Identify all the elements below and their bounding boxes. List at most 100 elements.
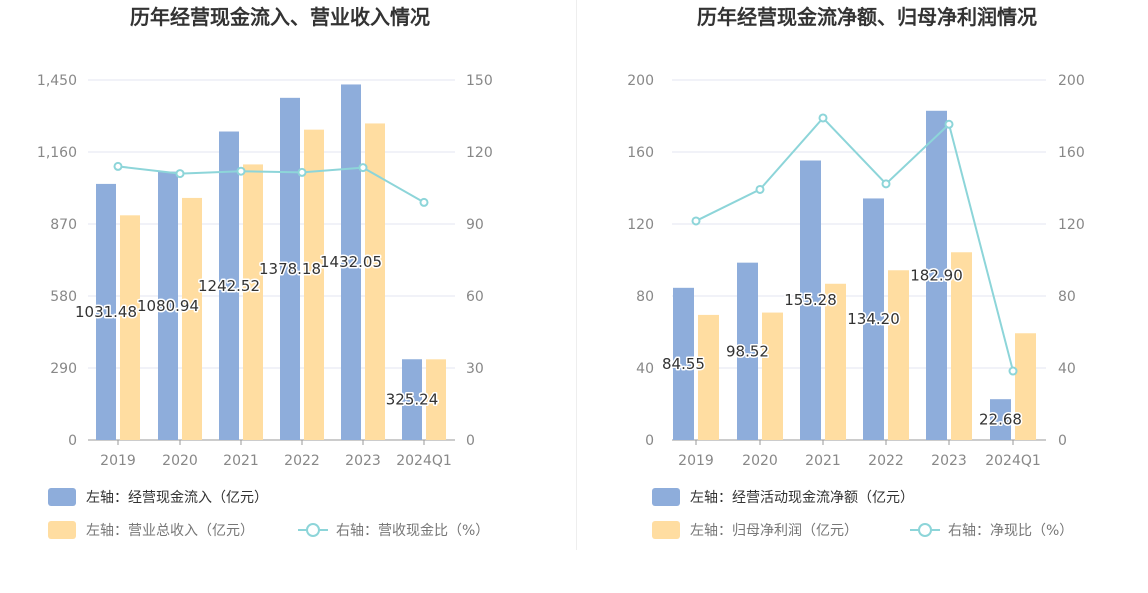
line-point (944, 119, 954, 129)
right-axis-tick-label: 0 (466, 433, 475, 449)
line-point (1008, 366, 1018, 376)
line-point (358, 163, 368, 173)
chart-panel-cash-inflow-revenue: 历年经营现金流入、营业收入情况 0 290 580 870 1,160 1,450 0 30 60… (0, 0, 574, 589)
x-axis-tick-label: 2024Q1 (985, 453, 1041, 469)
x-axis-tick-label: 2020 (162, 453, 198, 469)
panel-divider (576, 0, 577, 550)
legend-swatch-primary (652, 488, 680, 506)
bar-secondary (120, 215, 140, 440)
bar-data-label: 134.20 (847, 310, 900, 328)
left-axis-tick-label: 0 (645, 433, 654, 449)
legend-swatch-primary (48, 488, 76, 506)
bar-primary (219, 131, 239, 441)
left-axis-tick-label: 870 (50, 217, 77, 233)
bar-secondary (365, 123, 385, 440)
right-axis-tick-label: 120 (466, 145, 493, 161)
x-axis-tick-label: 2023 (345, 453, 381, 469)
bar-secondary (951, 252, 972, 440)
chart-cash-inflow-revenue: 历年经营现金流入、营业收入情况 0 290 580 870 1,160 1,450 0 30 60… (37, 5, 493, 539)
left-axis-tick-label: 0 (68, 433, 77, 449)
chart-title: 历年经营现金流入、营业收入情况 (130, 5, 430, 29)
chart-title: 历年经营现金流净额、归母净利润情况 (697, 5, 1037, 29)
x-axis-tick-label: 2024Q1 (396, 453, 452, 469)
bar-primary (800, 160, 821, 440)
bar-data-label: 1080.94 (137, 297, 199, 315)
right-axis-tick-label: 120 (1058, 217, 1085, 233)
legend-swatch-line-marker (918, 523, 932, 537)
left-axis-tick-label: 120 (627, 217, 654, 233)
left-axis-tick-label: 40 (636, 361, 654, 377)
x-axis-tick-label: 2021 (805, 453, 841, 469)
bar-data-label: 98.52 (726, 342, 769, 360)
bar-primary (673, 287, 694, 440)
line-point (175, 169, 185, 179)
bar-secondary (888, 270, 909, 440)
bar-secondary (762, 312, 783, 440)
bar-primary (737, 262, 758, 440)
legend-swatch-line-marker (306, 523, 320, 537)
left-axis-tick-label: 200 (627, 73, 654, 89)
left-axis-tick-label: 1,450 (37, 73, 77, 89)
bar-data-label: 22.68 (979, 411, 1022, 429)
bar-primary (96, 183, 116, 440)
bar-data-label: 325.24 (386, 391, 439, 409)
bar-secondary (698, 314, 719, 440)
right-axis-tick-label: 80 (1058, 289, 1076, 305)
bar-data-label: 1031.48 (75, 303, 137, 321)
right-axis-tick-label: 160 (1058, 145, 1085, 161)
x-axis-tick-label: 2019 (678, 453, 714, 469)
bar-data-label: 84.55 (662, 355, 705, 373)
bar-secondary (304, 129, 324, 441)
line-point (755, 184, 765, 194)
bar-data-label: 155.28 (784, 291, 837, 309)
line-series (117, 165, 425, 204)
left-axis-tick-label: 160 (627, 145, 654, 161)
right-axis-tick-label: 30 (466, 361, 484, 377)
bar-secondary (825, 283, 846, 440)
legend-label-primary: 左轴：经营现金流入（亿元） (86, 490, 268, 506)
chart-panel-net-cash-profit: 历年经营现金流净额、归母净利润情况 0 40 80 120 160 200 0 40 80 120 1… (574, 0, 1148, 589)
line-point (113, 161, 123, 171)
legend-label-secondary: 左轴：归母净利润（亿元） (690, 522, 858, 539)
bar-secondary (426, 359, 446, 440)
bar-data-label: 182.90 (910, 266, 963, 284)
bar-primary (926, 110, 947, 440)
x-axis-tick-label: 2019 (100, 453, 136, 469)
bar-data-label: 1242.52 (198, 277, 260, 295)
left-axis-tick-label: 80 (636, 289, 654, 305)
bar-primary (158, 171, 178, 440)
bar-data-label: 1378.18 (259, 260, 321, 278)
line-point (297, 167, 307, 177)
legend-swatch-secondary (48, 521, 76, 539)
line-series (695, 116, 1014, 372)
right-axis-tick-label: 0 (1058, 433, 1067, 449)
x-axis-tick-label: 2022 (284, 453, 320, 469)
right-axis-tick-label: 90 (466, 217, 484, 233)
right-axis-tick-label: 40 (1058, 361, 1076, 377)
chart-net-cash-profit: 历年经营现金流净额、归母净利润情况 0 40 80 120 160 200 0 40 80 120 1… (627, 5, 1085, 539)
legend-label-line: 右轴：净现比（%） (948, 523, 1073, 539)
x-axis-tick-label: 2023 (931, 453, 967, 469)
bar-primary (341, 84, 361, 441)
x-axis-tick-label: 2022 (868, 453, 904, 469)
bar-secondary (1015, 333, 1036, 440)
bar-secondary (243, 164, 263, 440)
left-axis-tick-label: 1,160 (37, 145, 77, 161)
legend-label-secondary: 左轴：营业总收入（亿元） (86, 523, 254, 539)
line-point (236, 166, 246, 176)
left-axis-tick-label: 580 (50, 289, 77, 305)
legend-label-line: 右轴：营收现金比（%） (336, 523, 489, 539)
line-point (691, 216, 701, 226)
bar-primary (280, 97, 300, 440)
left-axis-tick-label: 290 (50, 361, 77, 377)
legend-label-primary: 左轴：经营活动现金流净额（亿元） (690, 490, 914, 506)
right-axis-tick-label: 200 (1058, 73, 1085, 89)
x-axis-tick-label: 2020 (742, 453, 778, 469)
bar-primary (990, 399, 1011, 440)
line-point (818, 113, 828, 123)
line-point (881, 179, 891, 189)
bar-data-label: 1432.05 (320, 253, 382, 271)
legend-swatch-secondary (652, 521, 680, 539)
x-axis-tick-label: 2021 (223, 453, 259, 469)
line-point (419, 197, 429, 207)
